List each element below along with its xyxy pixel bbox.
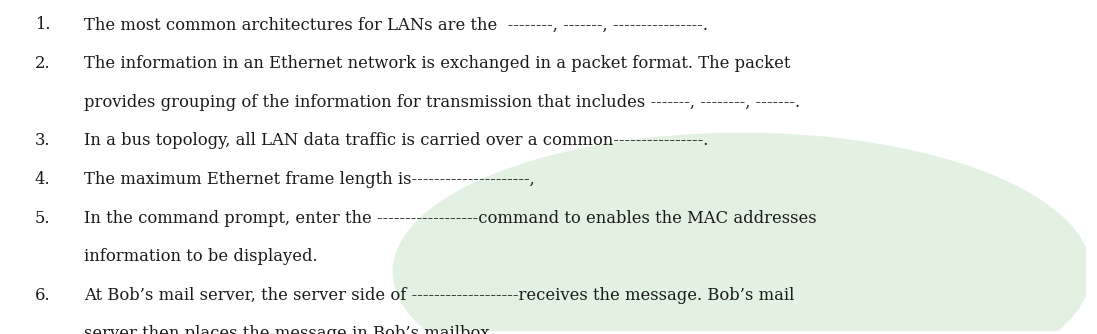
Text: In a bus topology, all LAN data traffic is carried over a common----------------: In a bus topology, all LAN data traffic … xyxy=(84,132,709,149)
Text: 1.: 1. xyxy=(35,16,50,33)
Text: server then places the message in Bob’s mailbox.: server then places the message in Bob’s … xyxy=(84,325,495,334)
Text: The maximum Ethernet frame length is---------------------,: The maximum Ethernet frame length is----… xyxy=(84,171,535,188)
Text: 4.: 4. xyxy=(35,171,50,188)
Text: 3.: 3. xyxy=(35,132,50,149)
Text: In the command prompt, enter the ------------------command to enables the MAC ad: In the command prompt, enter the -------… xyxy=(84,209,816,226)
Text: At Bob’s mail server, the server side of -------------------receives the message: At Bob’s mail server, the server side of… xyxy=(84,287,794,304)
Text: 2.: 2. xyxy=(35,55,50,72)
Text: 6.: 6. xyxy=(35,287,50,304)
Text: provides grouping of the information for transmission that includes -------, ---: provides grouping of the information for… xyxy=(84,94,800,111)
Ellipse shape xyxy=(393,133,1092,334)
Text: The information in an Ethernet network is exchanged in a packet format. The pack: The information in an Ethernet network i… xyxy=(84,55,791,72)
Text: information to be displayed.: information to be displayed. xyxy=(84,248,318,265)
Text: The most common architectures for LANs are the  --------, -------, -------------: The most common architectures for LANs a… xyxy=(84,16,708,33)
Text: 5.: 5. xyxy=(35,209,50,226)
